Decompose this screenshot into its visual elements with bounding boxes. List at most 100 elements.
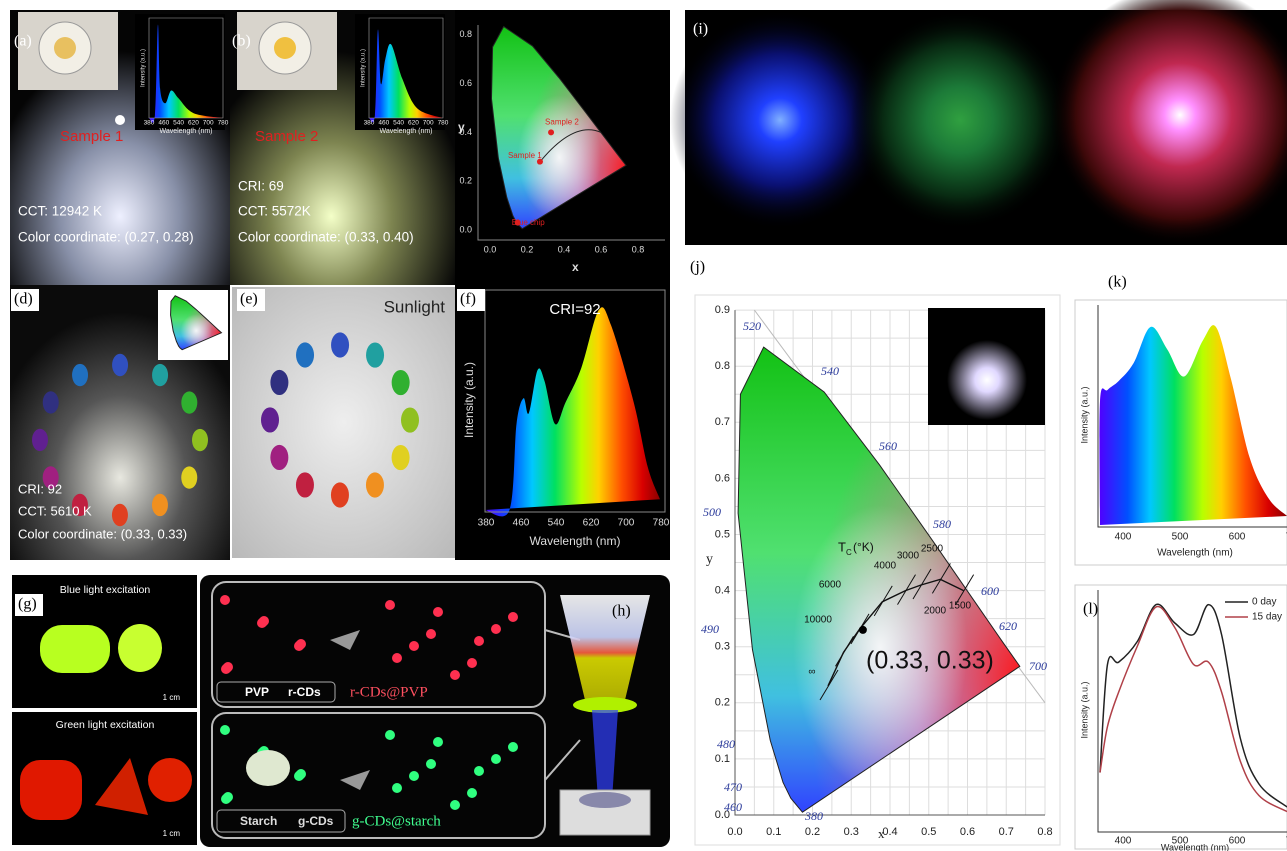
axes xyxy=(1097,305,1287,528)
label: 0.2 xyxy=(521,244,534,254)
pyramid xyxy=(95,758,148,815)
figurine xyxy=(32,428,49,452)
label: Wavelength (nm) xyxy=(1161,842,1229,851)
figurine xyxy=(270,369,289,396)
label: 540 xyxy=(821,364,839,378)
figurine xyxy=(330,482,349,508)
label: PVP xyxy=(245,685,269,699)
label: 700 xyxy=(1286,836,1287,847)
cylinder xyxy=(40,625,110,673)
isotherm xyxy=(912,568,932,600)
axes xyxy=(1097,590,1287,833)
label: Wavelength (nm) xyxy=(1157,548,1233,559)
label: 0.4 xyxy=(558,244,571,254)
label: (g) xyxy=(18,596,37,613)
figurine xyxy=(331,332,350,358)
starch xyxy=(246,750,290,786)
label: 0.0 xyxy=(727,826,742,838)
label: CRI=92 xyxy=(549,301,600,318)
label: Green light excitation xyxy=(56,719,155,731)
spectrum xyxy=(1099,325,1287,525)
spectrum xyxy=(485,307,660,517)
r-cd xyxy=(385,600,395,610)
g-cd xyxy=(296,769,306,779)
label: 0.6 xyxy=(715,472,730,484)
inset-glow xyxy=(947,340,1027,420)
figurine xyxy=(42,391,59,414)
figurine xyxy=(71,493,88,517)
label: 700 xyxy=(1286,532,1287,543)
r-cd xyxy=(409,641,419,651)
label: CRI: 92 xyxy=(18,481,62,496)
label: y xyxy=(458,120,465,134)
label: Blue light excitation xyxy=(60,584,151,596)
label: 500 xyxy=(1172,836,1189,847)
figurine xyxy=(295,472,314,498)
label: Intensity (a.u.) xyxy=(1079,386,1089,443)
line-0day xyxy=(1099,603,1287,808)
arrow xyxy=(330,630,370,790)
figurine xyxy=(42,466,59,489)
axes xyxy=(734,310,1045,816)
label: Sunlight xyxy=(384,297,446,316)
g-cd xyxy=(409,771,419,781)
g-cd xyxy=(385,730,395,740)
axes xyxy=(484,289,666,513)
isotherm xyxy=(931,563,951,594)
box-bottom xyxy=(211,712,546,839)
label: 0.1 xyxy=(766,826,781,838)
label: (°K) xyxy=(853,540,874,554)
label: 780 xyxy=(653,518,670,529)
r-cd xyxy=(223,662,233,672)
g-cd xyxy=(220,725,230,735)
g-cd xyxy=(491,754,501,764)
label: x xyxy=(572,260,579,274)
label: 600 xyxy=(1229,532,1246,543)
label: Starch xyxy=(240,814,277,828)
label: 0.8 xyxy=(715,360,730,372)
label-bg xyxy=(15,594,43,616)
spectral-locus xyxy=(170,295,223,351)
r-cd xyxy=(426,629,436,639)
label: 470 xyxy=(724,780,742,794)
label: 380 xyxy=(144,120,155,127)
label: Color coordinate: (0.27, 0.28) xyxy=(18,230,194,245)
figurine xyxy=(72,363,89,387)
label: 700 xyxy=(203,120,214,127)
label: 700 xyxy=(618,518,635,529)
label: 3000 xyxy=(897,551,920,562)
label: 0.1 xyxy=(715,753,730,765)
label: 600 xyxy=(981,584,999,598)
label: Intensity (a.u.) xyxy=(361,49,367,87)
label: Sample 1 xyxy=(60,128,123,145)
r-cd xyxy=(433,607,443,617)
spectrum xyxy=(369,29,443,123)
figurine xyxy=(191,428,208,452)
label: 0.8 xyxy=(459,29,472,39)
label: 0.6 xyxy=(459,78,472,88)
label: 0.0 xyxy=(484,244,497,254)
label: 560 xyxy=(879,439,897,453)
label: 500 xyxy=(1172,532,1189,543)
label: 1 cm xyxy=(163,829,181,838)
label: 1500 xyxy=(949,601,972,612)
label: Color coordinate: (0.33, 0.40) xyxy=(238,230,414,245)
label: 0.5 xyxy=(921,826,936,838)
point xyxy=(858,625,867,634)
label: Sample 2 xyxy=(255,128,318,145)
isotherm xyxy=(873,585,893,617)
green-glow xyxy=(850,10,1070,230)
r-cd xyxy=(220,595,230,605)
label: (b) xyxy=(232,33,251,50)
label: 0.7 xyxy=(999,826,1014,838)
label: (0.33, 0.33) xyxy=(866,647,994,675)
label: Sample 1 xyxy=(508,151,542,160)
axes xyxy=(477,25,665,241)
label: 0.2 xyxy=(805,826,820,838)
label: Blue chip xyxy=(512,218,545,227)
label: 400 xyxy=(1115,836,1132,847)
point xyxy=(514,219,521,226)
label: 620 xyxy=(188,120,199,127)
line-15day xyxy=(1099,605,1287,813)
label: 700 xyxy=(423,120,434,127)
